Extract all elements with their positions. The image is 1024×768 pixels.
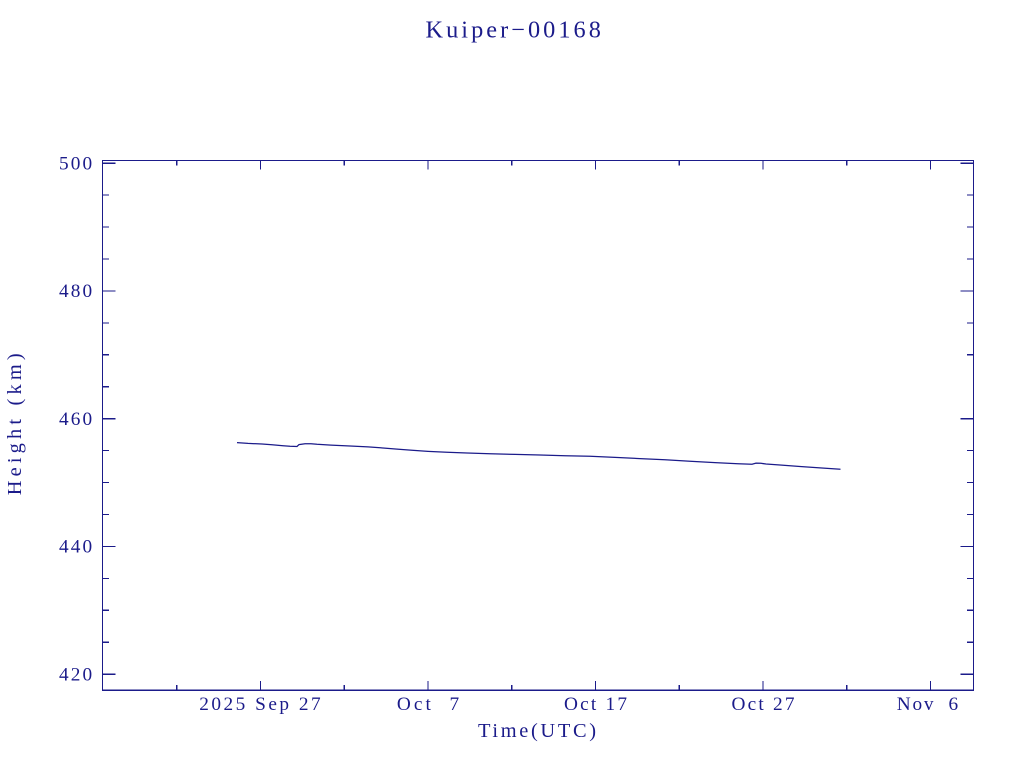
svg-text:Oct 7: Oct 7 <box>397 694 460 715</box>
svg-text:Kuiper−00168: Kuiper−00168 <box>426 17 601 44</box>
svg-text:Nov 6: Nov 6 <box>897 694 959 715</box>
svg-text:Oct 27: Oct 27 <box>732 694 795 715</box>
svg-text:Oct 17: Oct 17 <box>564 694 627 715</box>
svg-text:460: 460 <box>59 409 92 430</box>
svg-text:420: 420 <box>59 664 92 685</box>
svg-text:2025 Sep 27: 2025 Sep 27 <box>199 694 321 715</box>
svg-text:Height (km): Height (km) <box>4 353 26 495</box>
svg-text:440: 440 <box>59 537 92 558</box>
svg-text:500: 500 <box>59 153 92 174</box>
svg-text:Time(UTC): Time(UTC) <box>478 720 596 742</box>
svg-text:480: 480 <box>59 281 92 302</box>
